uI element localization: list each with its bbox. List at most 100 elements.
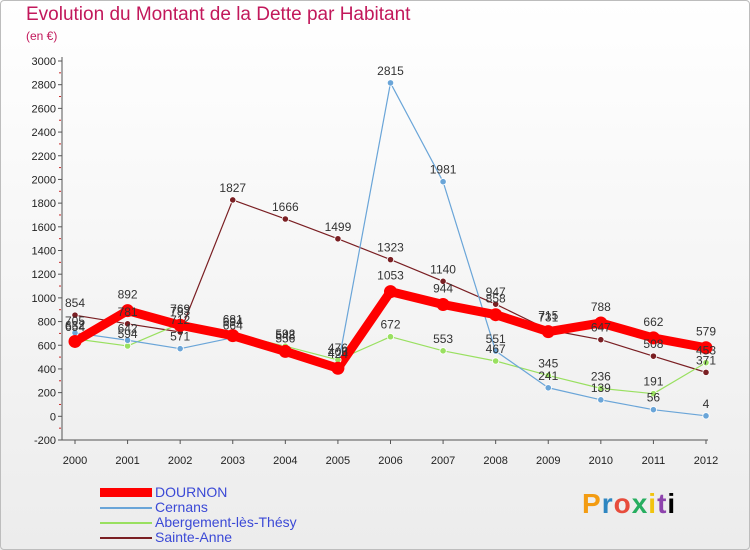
data-label: 371 — [696, 353, 716, 367]
y-tick-label: 2000 — [32, 174, 56, 186]
y-tick-label: 600 — [38, 340, 56, 352]
data-point — [229, 196, 237, 204]
data-label: 139 — [591, 381, 611, 395]
x-tick-label: 2011 — [642, 455, 666, 467]
data-point — [384, 285, 397, 299]
data-label: 467 — [486, 342, 506, 356]
proxiti-logo: Proxiti — [582, 488, 677, 519]
data-label: 551 — [486, 332, 506, 346]
data-point — [699, 341, 713, 355]
data-label: 705 — [65, 314, 85, 328]
data-label: 4 — [703, 397, 710, 411]
data-label: 892 — [118, 288, 138, 302]
data-point — [331, 361, 345, 375]
data-point — [386, 256, 395, 264]
data-point — [226, 329, 240, 343]
data-point — [278, 344, 292, 358]
y-tick-label: -200 — [34, 435, 56, 447]
y-tick-label: 2600 — [32, 103, 56, 115]
data-label: 788 — [591, 300, 611, 314]
legend-label: Cernans — [155, 499, 208, 515]
data-label: 947 — [486, 285, 506, 299]
data-point — [702, 412, 710, 420]
x-tick-label: 2002 — [168, 455, 192, 467]
data-point — [176, 345, 184, 353]
data-point — [649, 352, 658, 360]
data-point — [334, 235, 342, 243]
x-tick-label: 2004 — [273, 455, 297, 467]
data-point — [594, 316, 608, 330]
y-tick-label: 3000 — [32, 56, 56, 68]
legend-swatch — [100, 506, 152, 509]
data-label: 56 — [647, 391, 661, 405]
legend-label: Abergement-lès-Thésy — [155, 514, 297, 530]
data-label: 783 — [170, 305, 190, 319]
data-label: 1053 — [377, 269, 404, 283]
data-label: 571 — [170, 330, 190, 344]
data-label: 1666 — [272, 200, 299, 214]
data-point — [597, 396, 605, 404]
data-label: 694 — [223, 315, 243, 329]
legend-label: Sainte-Anne — [155, 529, 233, 545]
data-label: 715 — [538, 309, 558, 323]
data-label: 556 — [275, 331, 295, 345]
data-label: 854 — [65, 296, 85, 310]
data-label: 2815 — [377, 64, 404, 78]
x-tick-label: 2007 — [431, 455, 455, 467]
data-point — [123, 320, 132, 328]
data-label: 1499 — [325, 220, 352, 234]
data-label: 647 — [591, 321, 611, 335]
x-tick-label: 2008 — [483, 455, 507, 467]
x-tick-label: 2006 — [378, 455, 402, 467]
data-label: 672 — [380, 318, 400, 332]
data-label: 769 — [170, 302, 190, 316]
x-tick-label: 2005 — [326, 455, 350, 467]
y-tick-label: 400 — [38, 364, 56, 376]
y-tick-label: 1800 — [32, 198, 56, 210]
data-point — [386, 79, 395, 87]
data-point — [492, 347, 500, 355]
data-point — [541, 325, 555, 339]
data-label: 191 — [643, 375, 663, 389]
data-label: 712 — [170, 313, 190, 327]
y-tick-label: 1200 — [32, 269, 56, 281]
data-point — [597, 384, 605, 392]
data-point — [68, 334, 82, 348]
legend-swatch — [100, 488, 152, 497]
chart-subtitle: (en €) — [26, 29, 58, 43]
y-tick-label: 2200 — [32, 151, 56, 163]
data-point — [702, 359, 710, 367]
y-tick-label: 2400 — [32, 127, 56, 139]
data-point — [71, 311, 79, 319]
data-label: 424 — [328, 347, 348, 361]
data-label: 642 — [118, 321, 138, 335]
data-label: 345 — [538, 356, 558, 370]
data-label: 579 — [696, 325, 716, 339]
data-label: 236 — [591, 369, 611, 383]
data-label: 406 — [328, 345, 348, 359]
chart-axes: -200 0 200 400 600 800 1000 1200 1400 1600 1800 200… — [32, 56, 719, 467]
y-tick-label: 2800 — [32, 80, 56, 92]
data-label: 654 — [65, 320, 85, 334]
data-point — [489, 308, 503, 322]
data-label: 731 — [538, 311, 558, 325]
data-label: 1323 — [377, 241, 404, 255]
data-label: 453 — [696, 344, 716, 358]
y-tick-label: 800 — [38, 317, 56, 329]
data-label: 632 — [65, 318, 85, 332]
data-label: 858 — [486, 292, 506, 306]
x-tick-label: 2001 — [115, 455, 139, 467]
x-tick-label: 2009 — [536, 455, 560, 467]
data-label: 476 — [328, 341, 348, 355]
data-label: 1981 — [430, 163, 457, 177]
legend-swatch — [100, 536, 152, 539]
y-tick-label: 1400 — [32, 246, 56, 258]
y-tick-label: 200 — [38, 388, 56, 400]
data-labels: 854 781 712 1827 1666 1499 1323 1140 947 731 647 50… — [65, 64, 716, 411]
legend-swatch — [100, 521, 152, 524]
data-label: 662 — [643, 315, 663, 329]
y-tick-label: 1000 — [32, 293, 56, 305]
x-tick-label: 2010 — [589, 455, 613, 467]
data-label: 553 — [433, 332, 453, 346]
